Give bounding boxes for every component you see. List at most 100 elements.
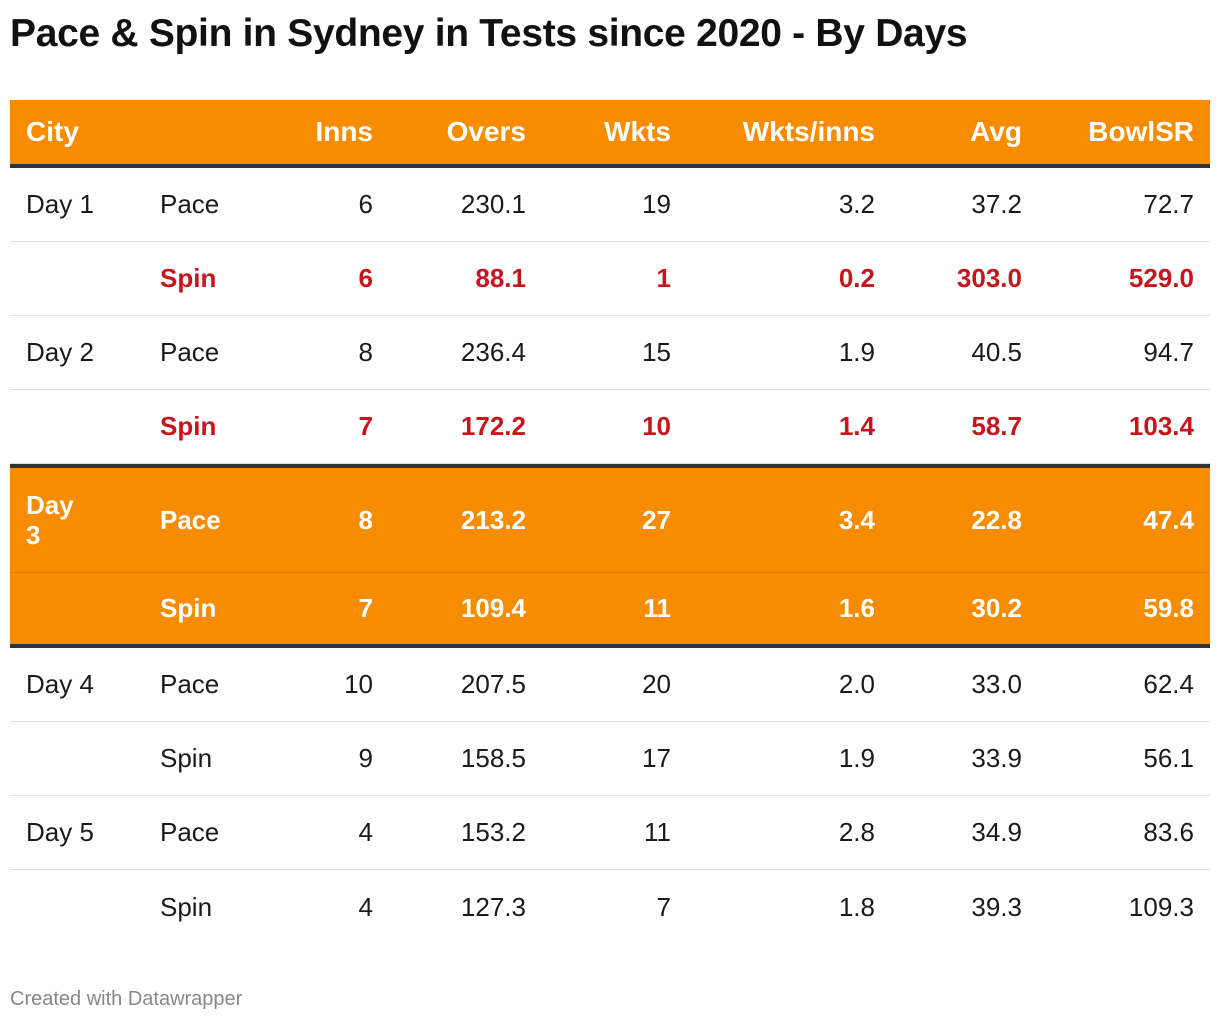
cell-bowlsr: 47.4: [1143, 504, 1194, 535]
cell-bowlsr: 529.0: [1128, 263, 1194, 293]
cell-bowlsr: 62.4: [1143, 669, 1194, 699]
chart-title: Pace & Spin in Sydney in Tests since 202…: [10, 12, 968, 55]
cell-wkts: 10: [642, 411, 671, 441]
cell-wkts: 15: [642, 337, 671, 367]
cell-inns: 10: [344, 669, 373, 699]
cell-day: [26, 722, 146, 795]
table-row: Spin 7 172.2 10 1.4 58.7 103.4: [10, 390, 1210, 464]
cell-type: Pace: [160, 504, 221, 535]
cell-overs: 207.5: [460, 669, 526, 699]
cell-inns: 8: [358, 504, 373, 535]
cell-bowlsr: 94.7: [1143, 337, 1194, 367]
stats-table: City Inns Overs Wkts Wkts/inns Avg BowlS…: [10, 100, 1210, 944]
header-avg: Avg: [970, 116, 1022, 147]
cell-wkts: 1: [656, 263, 671, 293]
cell-inns: 7: [358, 593, 373, 623]
table-row: Day 5 Pace 4 153.2 11 2.8 34.9 83.6: [10, 796, 1210, 870]
cell-wkts-per-inns: 0.2: [838, 263, 875, 293]
cell-inns: 9: [358, 743, 373, 773]
cell-overs: 88.1: [475, 263, 526, 293]
cell-day: Day 3: [26, 490, 74, 550]
cell-type: Spin: [160, 263, 217, 293]
cell-wkts-per-inns: 1.8: [838, 891, 875, 922]
footer-credit: Created with Datawrapper: [10, 988, 243, 1010]
cell-overs: 213.2: [460, 504, 526, 535]
cell-day: Day 2: [26, 337, 94, 367]
table-header: City Inns Overs Wkts Wkts/inns Avg BowlS…: [10, 100, 1210, 168]
cell-type: Spin: [160, 743, 213, 773]
cell-wkts: 11: [643, 593, 672, 623]
cell-bowlsr: 103.4: [1128, 411, 1194, 441]
cell-type: Pace: [160, 669, 220, 699]
cell-avg: 33.9: [971, 743, 1022, 773]
cell-avg: 22.8: [971, 504, 1022, 535]
cell-overs: 109.4: [460, 593, 526, 623]
cell-type: Pace: [160, 817, 220, 847]
cell-inns: 4: [358, 817, 373, 847]
cell-avg: 303.0: [956, 263, 1022, 293]
highlighted-row: Spin 7 109.4 11 1.6 30.2 59.8: [10, 573, 1210, 648]
cell-inns: 4: [358, 891, 373, 922]
cell-wkts-per-inns: 2.0: [838, 669, 875, 699]
cell-inns: 7: [358, 411, 373, 441]
cell-wkts: 19: [642, 189, 671, 219]
table-row: Day 4 Pace 10 207.5 20 2.0 33.0 62.4: [10, 648, 1210, 722]
cell-bowlsr: 109.3: [1128, 891, 1194, 922]
cell-overs: 172.2: [460, 411, 526, 441]
cell-inns: 8: [358, 337, 373, 367]
cell-type: Spin: [160, 891, 213, 922]
cell-type: Spin: [160, 593, 217, 623]
cell-avg: 39.3: [971, 891, 1022, 922]
header-bowlsr: BowlSR: [1088, 116, 1194, 147]
cell-day: [26, 573, 146, 644]
highlighted-row: Day 3 Pace 8 213.2 27 3.4 22.8 47.4: [10, 464, 1210, 573]
cell-wkts: 17: [642, 743, 671, 773]
header-overs: Overs: [446, 116, 526, 147]
cell-type: Spin: [160, 411, 217, 441]
cell-day: Day 5: [26, 817, 94, 847]
table-row: Spin 4 127.3 7 1.8 39.3 109.3: [10, 870, 1210, 944]
table-row: Day 1 Pace 6 230.1 19 3.2 37.2 72.7: [10, 168, 1210, 242]
cell-wkts-per-inns: 3.4: [838, 504, 875, 535]
cell-avg: 58.7: [971, 411, 1022, 441]
cell-overs: 153.2: [460, 817, 526, 847]
cell-day: Day 1: [26, 189, 94, 219]
header-wkts: Wkts: [604, 116, 671, 147]
cell-day: [26, 390, 146, 463]
cell-overs: 127.3: [460, 891, 526, 922]
cell-overs: 236.4: [460, 337, 526, 367]
cell-avg: 37.2: [971, 189, 1022, 219]
cell-wkts: 20: [642, 669, 671, 699]
cell-bowlsr: 56.1: [1143, 743, 1194, 773]
cell-bowlsr: 59.8: [1143, 593, 1194, 623]
cell-avg: 33.0: [971, 669, 1022, 699]
cell-wkts-per-inns: 1.9: [838, 337, 875, 367]
cell-type: Pace: [160, 189, 220, 219]
cell-avg: 34.9: [971, 817, 1022, 847]
header-wkts-per-inns: Wkts/inns: [742, 116, 875, 147]
cell-wkts-per-inns: 1.9: [838, 743, 875, 773]
cell-wkts-per-inns: 1.6: [838, 593, 875, 623]
cell-day: [26, 242, 146, 315]
table-row: Spin 9 158.5 17 1.9 33.9 56.1: [10, 722, 1210, 796]
cell-wkts: 11: [644, 817, 671, 847]
cell-inns: 6: [358, 263, 373, 293]
cell-day: [26, 870, 146, 944]
table-row: Spin 6 88.1 1 0.2 303.0 529.0: [10, 242, 1210, 316]
cell-overs: 158.5: [460, 743, 526, 773]
cell-day: Day 4: [26, 669, 94, 699]
cell-type: Pace: [160, 337, 220, 367]
cell-bowlsr: 72.7: [1143, 189, 1194, 219]
cell-wkts-per-inns: 3.2: [838, 189, 875, 219]
table-row: Day 2 Pace 8 236.4 15 1.9 40.5 94.7: [10, 316, 1210, 390]
cell-wkts-per-inns: 2.8: [838, 817, 875, 847]
header-inns: Inns: [315, 116, 373, 147]
cell-wkts-per-inns: 1.4: [838, 411, 875, 441]
header-city: City: [26, 116, 79, 147]
cell-wkts: 27: [642, 504, 671, 535]
cell-overs: 230.1: [460, 189, 526, 219]
cell-wkts: 7: [656, 891, 671, 922]
cell-avg: 30.2: [971, 593, 1022, 623]
cell-inns: 6: [358, 189, 373, 219]
cell-avg: 40.5: [971, 337, 1022, 367]
